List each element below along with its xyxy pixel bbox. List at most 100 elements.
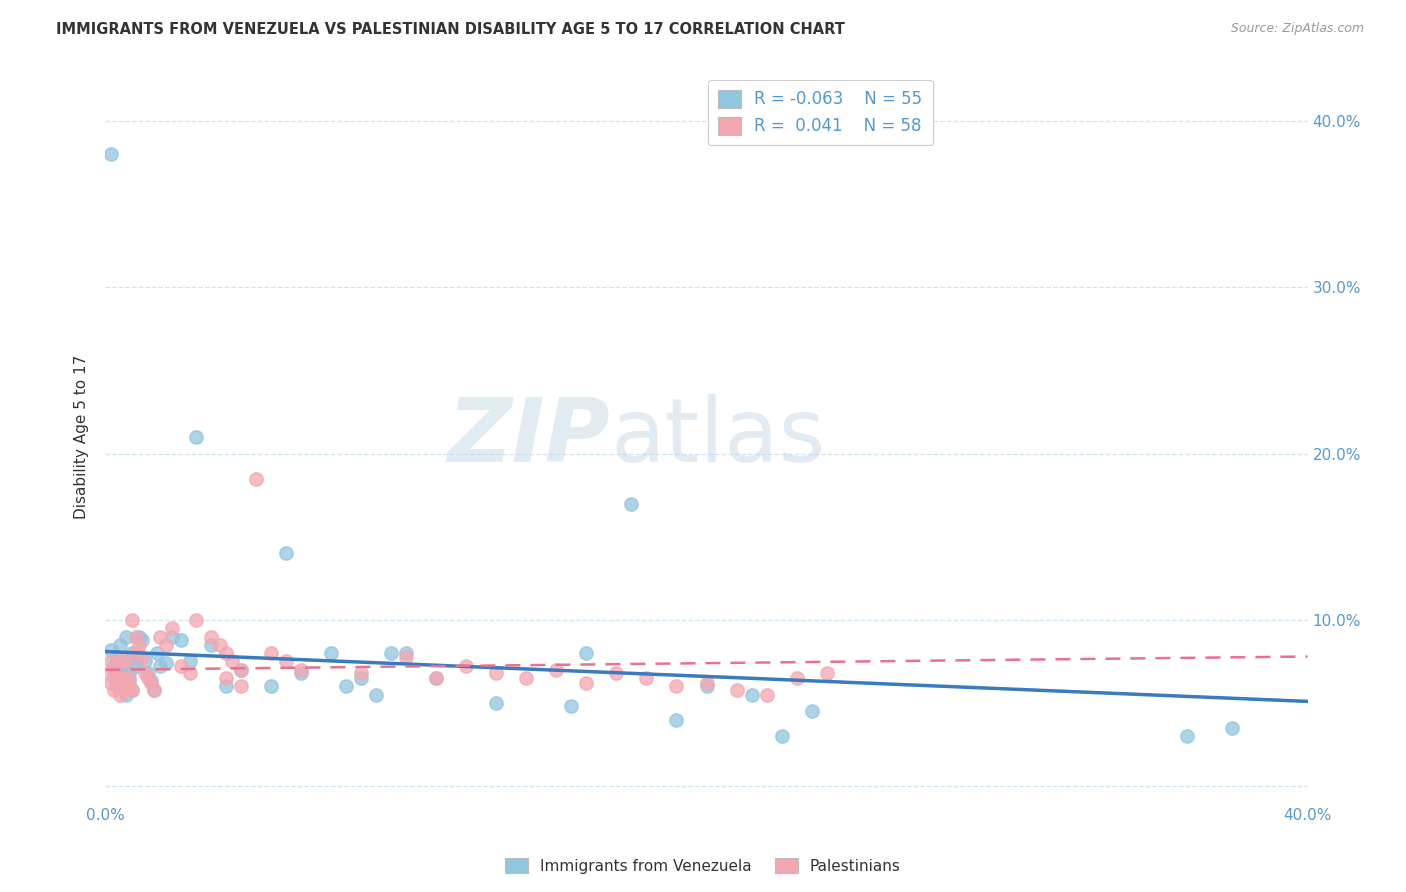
- Point: [121, 682, 143, 697]
- Point: [136, 666, 159, 681]
- Point: [121, 682, 143, 697]
- Point: [169, 632, 191, 647]
- Point: [200, 638, 222, 652]
- Point: [148, 630, 170, 644]
- Point: [274, 546, 297, 560]
- Point: [112, 657, 135, 672]
- Point: [229, 663, 252, 677]
- Text: ZIP: ZIP: [447, 393, 610, 481]
- Point: [121, 613, 143, 627]
- Point: [118, 671, 141, 685]
- Point: [605, 666, 627, 681]
- Point: [290, 663, 312, 677]
- Point: [110, 661, 132, 675]
- Point: [110, 655, 132, 669]
- Point: [815, 666, 838, 681]
- Point: [665, 713, 688, 727]
- Point: [620, 497, 643, 511]
- Point: [107, 680, 129, 694]
- Point: [136, 671, 159, 685]
- Text: Source: ZipAtlas.com: Source: ZipAtlas.com: [1230, 22, 1364, 36]
- Point: [636, 671, 658, 685]
- Point: [131, 649, 153, 664]
- Point: [786, 671, 808, 685]
- Point: [208, 638, 231, 652]
- Point: [485, 666, 508, 681]
- Point: [229, 680, 252, 694]
- Point: [100, 643, 122, 657]
- Point: [100, 655, 122, 669]
- Point: [118, 680, 141, 694]
- Point: [110, 638, 132, 652]
- Point: [100, 147, 122, 161]
- Point: [179, 666, 201, 681]
- Point: [395, 646, 418, 660]
- Point: [124, 656, 146, 670]
- Point: [425, 671, 447, 685]
- Point: [425, 671, 447, 685]
- Point: [395, 649, 418, 664]
- Point: [142, 682, 165, 697]
- Point: [260, 680, 283, 694]
- Point: [131, 632, 153, 647]
- Point: [169, 659, 191, 673]
- Text: atlas: atlas: [610, 393, 825, 481]
- Point: [112, 671, 135, 685]
- Point: [134, 666, 156, 681]
- Point: [155, 656, 177, 670]
- Point: [103, 671, 125, 685]
- Point: [200, 630, 222, 644]
- Point: [139, 674, 162, 689]
- Point: [800, 705, 823, 719]
- Point: [221, 655, 243, 669]
- Y-axis label: Disability Age 5 to 17: Disability Age 5 to 17: [75, 355, 90, 519]
- Point: [112, 680, 135, 694]
- Point: [184, 613, 207, 627]
- Point: [160, 630, 183, 644]
- Point: [575, 676, 598, 690]
- Point: [560, 699, 582, 714]
- Point: [110, 688, 132, 702]
- Point: [214, 671, 236, 685]
- Point: [124, 659, 146, 673]
- Point: [142, 682, 165, 697]
- Point: [124, 630, 146, 644]
- Point: [145, 646, 167, 660]
- Point: [1175, 729, 1198, 743]
- Point: [179, 655, 201, 669]
- Legend: R = -0.063    N = 55, R =  0.041    N = 58: R = -0.063 N = 55, R = 0.041 N = 58: [707, 79, 932, 145]
- Point: [741, 688, 763, 702]
- Point: [245, 472, 267, 486]
- Point: [97, 666, 120, 681]
- Point: [103, 659, 125, 673]
- Point: [755, 688, 778, 702]
- Point: [770, 729, 793, 743]
- Point: [103, 682, 125, 697]
- Point: [115, 630, 138, 644]
- Point: [118, 674, 141, 689]
- Point: [128, 630, 150, 644]
- Point: [155, 638, 177, 652]
- Point: [696, 680, 718, 694]
- Point: [134, 655, 156, 669]
- Point: [1222, 721, 1244, 735]
- Point: [118, 666, 141, 681]
- Point: [107, 649, 129, 664]
- Point: [139, 676, 162, 690]
- Point: [214, 646, 236, 660]
- Point: [454, 659, 477, 673]
- Point: [575, 646, 598, 660]
- Point: [121, 646, 143, 660]
- Point: [160, 621, 183, 635]
- Point: [100, 676, 122, 690]
- Point: [115, 682, 138, 697]
- Point: [515, 671, 537, 685]
- Point: [665, 680, 688, 694]
- Point: [290, 666, 312, 681]
- Point: [335, 680, 357, 694]
- Point: [364, 688, 387, 702]
- Point: [214, 680, 236, 694]
- Point: [696, 676, 718, 690]
- Point: [274, 655, 297, 669]
- Point: [546, 663, 568, 677]
